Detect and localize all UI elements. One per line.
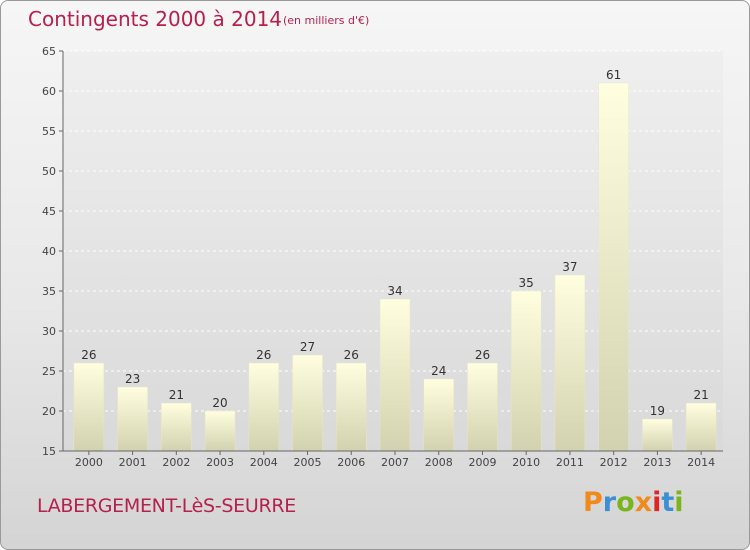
bar-2001 [117,386,148,452]
chart-subtitle: (en milliers d'€) [283,14,370,27]
value-label-2002: 21 [169,388,184,402]
value-label-2010: 35 [519,276,534,290]
x-tick-label-2005: 2005 [294,456,322,469]
x-tick-label-2003: 2003 [206,456,234,469]
x-tick-label-2006: 2006 [337,456,365,469]
bar-2008 [423,378,454,452]
x-tick-label-2010: 2010 [512,456,540,469]
logo-letter: i [652,487,662,518]
value-label-2004: 26 [256,348,271,362]
y-tick-label: 15 [42,445,56,458]
y-tick-label: 35 [42,285,56,298]
x-tick-label-2001: 2001 [119,456,147,469]
value-label-2000: 26 [81,348,96,362]
bar-2000 [73,362,105,452]
y-tick-label: 50 [42,165,56,178]
logo-letter: i [674,487,684,518]
value-label-2009: 26 [475,348,490,362]
x-tick-label-2011: 2011 [556,456,584,469]
x-tick-label-2004: 2004 [250,456,278,469]
x-tick-label-2000: 2000 [75,456,103,469]
value-label-2005: 27 [300,340,315,354]
bar-2009 [467,362,498,452]
bar-2002 [161,402,192,452]
x-tick-label-2007: 2007 [381,456,409,469]
bar-2013 [642,418,673,452]
bar-layer: 26 23 21 20 26 27 26 34 24 26 35 37 61 19 21 [73,68,717,452]
logo-letter: P [583,487,603,518]
y-tick-label: 60 [42,85,56,98]
x-tick-label-2008: 2008 [425,456,453,469]
value-label-2003: 20 [212,396,227,410]
value-label-2001: 23 [125,372,140,386]
value-label-2006: 26 [344,348,359,362]
bar-2007 [379,298,411,452]
bar-2012 [598,82,629,452]
value-label-2007: 34 [387,284,402,298]
chart-title: Contingents 2000 à 2014 [28,7,283,31]
y-tick-label: 65 [42,45,56,58]
y-tick-label: 45 [42,205,56,218]
logo-letter: o [616,487,635,518]
x-tick-label-2014: 2014 [687,456,715,469]
value-label-2008: 24 [431,364,446,378]
logo-letter: x [634,487,653,518]
proxiti-logo: Proxiti [583,487,684,518]
value-label-2011: 37 [562,260,577,274]
bar-2005 [292,354,323,452]
bar-2006 [336,362,367,452]
y-tick-label: 40 [42,245,56,258]
value-label-2014: 21 [693,388,708,402]
x-tick-label-2009: 2009 [468,456,496,469]
logo-letter: t [661,487,675,518]
bar-2010 [510,290,542,452]
y-tick-label: 30 [42,325,56,338]
y-tick-label: 25 [42,365,56,378]
bar-2003 [204,410,236,452]
logo-letter: r [602,487,617,518]
value-label-2013: 19 [650,404,665,418]
bar-2014 [685,402,717,452]
y-tick-label: 55 [42,125,56,138]
x-tick-label-2013: 2013 [643,456,671,469]
y-tick-label: 20 [42,405,56,418]
bar-2011 [554,274,586,452]
commune-name: LABERGEMENT-LèS-SEURRE [37,495,296,517]
value-label-2012: 61 [606,68,621,82]
bar-2004 [248,362,280,452]
axis-layer: 15 20 25 30 35 40 45 50 55 60 65 2000 2001 2002 2003 20… [42,45,723,469]
x-tick-label-2012: 2012 [600,456,628,469]
x-tick-label-2002: 2002 [162,456,190,469]
